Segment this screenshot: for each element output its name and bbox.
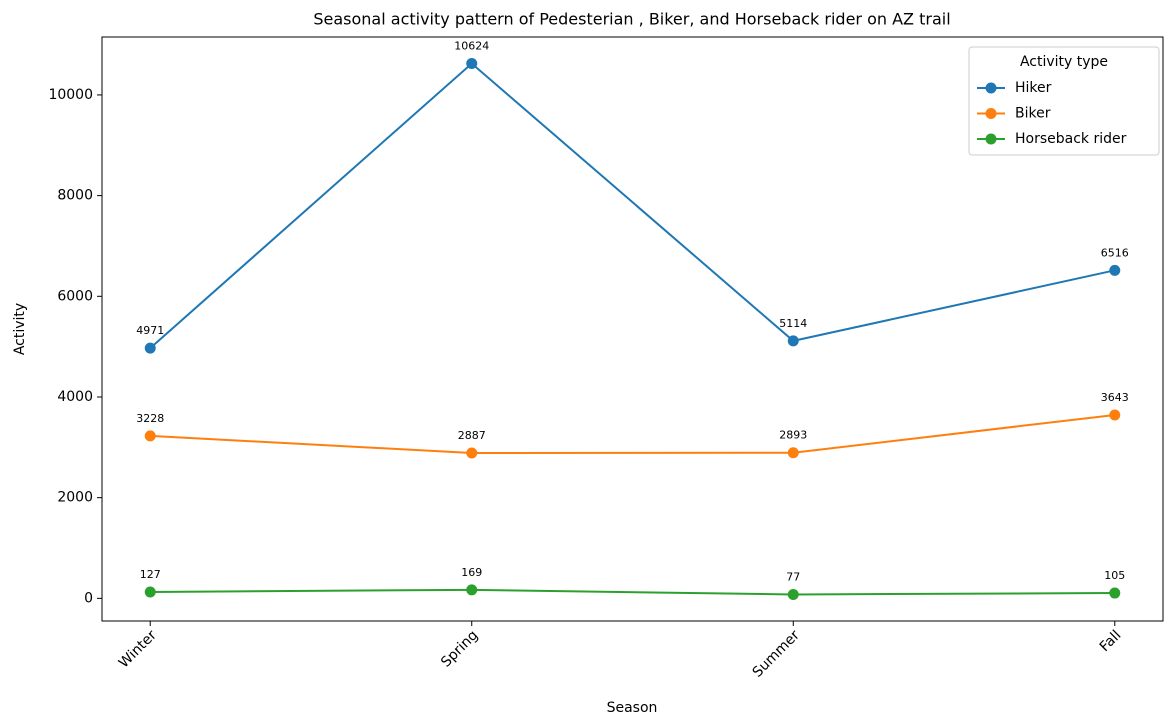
data-label: 2887 — [458, 429, 486, 442]
series-line — [150, 413, 1115, 455]
data-label: 10624 — [454, 40, 489, 53]
data-label: 105 — [1104, 569, 1125, 582]
data-label: 3643 — [1101, 391, 1129, 404]
chart-title: Seasonal activity pattern of Pedesterian… — [313, 10, 950, 29]
legend-marker — [985, 82, 997, 94]
data-point — [1109, 264, 1121, 276]
series-line — [150, 588, 1115, 596]
data-point — [144, 586, 156, 598]
data-label: 3228 — [136, 412, 164, 425]
data-point — [466, 447, 478, 459]
y-tick-label: 8000 — [57, 188, 93, 204]
data-label: 5114 — [779, 317, 807, 330]
legend-marker — [985, 108, 997, 119]
x-axis-label: Season — [607, 700, 658, 716]
data-label: 6516 — [1101, 246, 1129, 259]
legend-box — [968, 46, 1160, 156]
plot-frame — [101, 36, 1164, 622]
y-tick-label: 6000 — [57, 288, 93, 304]
y-tick-label: 2000 — [57, 490, 93, 506]
x-tick-label: Spring — [438, 627, 481, 670]
y-tick-label: 4000 — [57, 389, 93, 405]
x-tick-label: Fall — [1097, 627, 1125, 655]
legend-label: Hiker — [1015, 80, 1052, 96]
legend-title: Activity type — [1020, 54, 1108, 70]
data-point — [144, 342, 156, 354]
legend-label: Biker — [1015, 106, 1051, 122]
data-point — [1109, 409, 1121, 421]
data-point — [466, 584, 478, 596]
x-tick-label: Winter — [116, 627, 160, 671]
data-label: 127 — [140, 568, 161, 581]
data-label: 77 — [786, 570, 800, 583]
data-label: 2893 — [779, 429, 807, 442]
data-label: 169 — [461, 566, 482, 579]
x-tick-label: Summer — [750, 627, 803, 680]
data-point — [787, 588, 799, 600]
data-point — [787, 447, 799, 459]
data-point — [787, 335, 799, 347]
data-point — [144, 430, 156, 442]
data-point — [466, 58, 478, 70]
y-axis-label: Activity — [12, 303, 28, 355]
y-tick-label: 0 — [84, 590, 93, 606]
data-point — [1109, 587, 1121, 599]
y-tick-label: 10000 — [48, 87, 93, 103]
legend-label: Horseback rider — [1015, 131, 1127, 147]
legend-marker — [985, 133, 997, 145]
data-label: 4971 — [136, 324, 164, 337]
series-line — [149, 62, 1115, 349]
